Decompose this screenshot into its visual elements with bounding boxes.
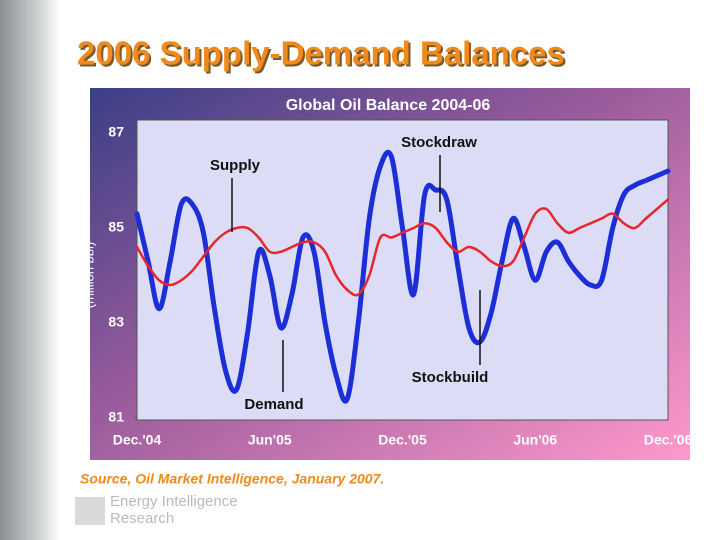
logo-mark bbox=[75, 497, 105, 525]
y-axis-label: (million bbl) bbox=[81, 242, 96, 308]
x-tick-label: Jun'06 bbox=[513, 432, 557, 448]
logo-text: Energy Intelligence bbox=[110, 493, 238, 510]
y-tick-label: 83 bbox=[108, 314, 124, 330]
y-tick-label: 81 bbox=[108, 409, 124, 425]
x-tick-label: Dec.'04 bbox=[113, 432, 162, 448]
slide-title-shadow: 2006 Supply-Demand Balances bbox=[79, 37, 567, 74]
annotation: Demand bbox=[244, 396, 303, 413]
source: Source, Oil Market Intelligence, January… bbox=[80, 471, 384, 487]
x-tick-label: Dec.'05 bbox=[378, 432, 427, 448]
x-tick-label: Jun'05 bbox=[248, 432, 292, 448]
annotation: Stockdraw bbox=[401, 134, 477, 151]
side-strip bbox=[0, 0, 60, 540]
x-tick-label: Dec.'06 bbox=[644, 432, 693, 448]
y-tick-label: 87 bbox=[108, 124, 124, 140]
annotation: Stockbuild bbox=[412, 369, 489, 386]
y-tick-label: 85 bbox=[108, 219, 124, 235]
series-line bbox=[135, 198, 670, 297]
chart-title: Global Oil Balance 2004-06 bbox=[286, 97, 491, 114]
logo-text: Research bbox=[110, 510, 174, 527]
slide-title: 2006 Supply-Demand Balances bbox=[77, 35, 565, 72]
series-line bbox=[134, 149, 671, 404]
annotation: Supply bbox=[210, 157, 261, 174]
